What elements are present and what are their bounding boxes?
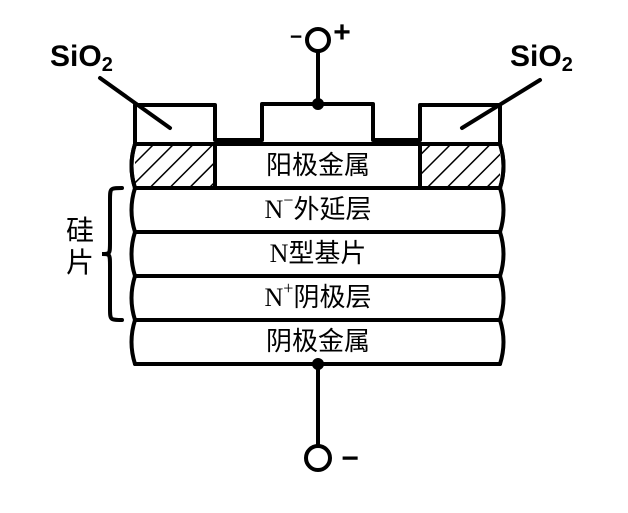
hatched-region-right [420,144,500,188]
layer-label-0: 阳极金属 [266,151,370,180]
layer-label-1: N−外延层 [265,190,372,224]
sio2-label-right: SiO2 [510,40,573,76]
top-terminal-circle [307,29,329,51]
polarity-plus-top: + [333,16,351,49]
silicon-brace [102,188,122,320]
layer-label-3: N+阴极层 [265,278,372,312]
layer-label-4: 阴极金属 [266,327,370,356]
top-wire-junction-dot [312,98,324,110]
bottom-wire-junction-dot [312,358,324,370]
polarity-minus-bottom: − [341,442,359,475]
brace-label-line2: 片 [66,247,94,279]
layer-label-2: N型基片 [270,239,367,268]
top-notch-outline [135,104,500,144]
bottom-terminal-circle [306,446,330,470]
hatched-region-left [135,144,215,188]
brace-label-line1: 硅 [66,215,94,247]
polarity-minus-top: − [290,26,302,49]
sio2-label-left: SiO2 [50,40,113,76]
